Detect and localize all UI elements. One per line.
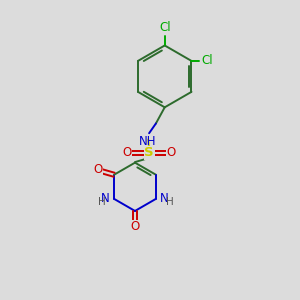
Text: H: H	[166, 197, 174, 207]
Text: Cl: Cl	[201, 54, 213, 68]
Text: N: N	[160, 192, 169, 205]
Text: O: O	[130, 220, 140, 233]
Text: N: N	[101, 192, 110, 205]
Text: O: O	[93, 163, 102, 176]
Text: H: H	[98, 197, 106, 207]
Text: O: O	[122, 146, 132, 159]
Text: S: S	[144, 146, 154, 159]
Text: Cl: Cl	[159, 21, 170, 34]
Text: NH: NH	[139, 135, 156, 148]
Text: O: O	[167, 146, 176, 159]
